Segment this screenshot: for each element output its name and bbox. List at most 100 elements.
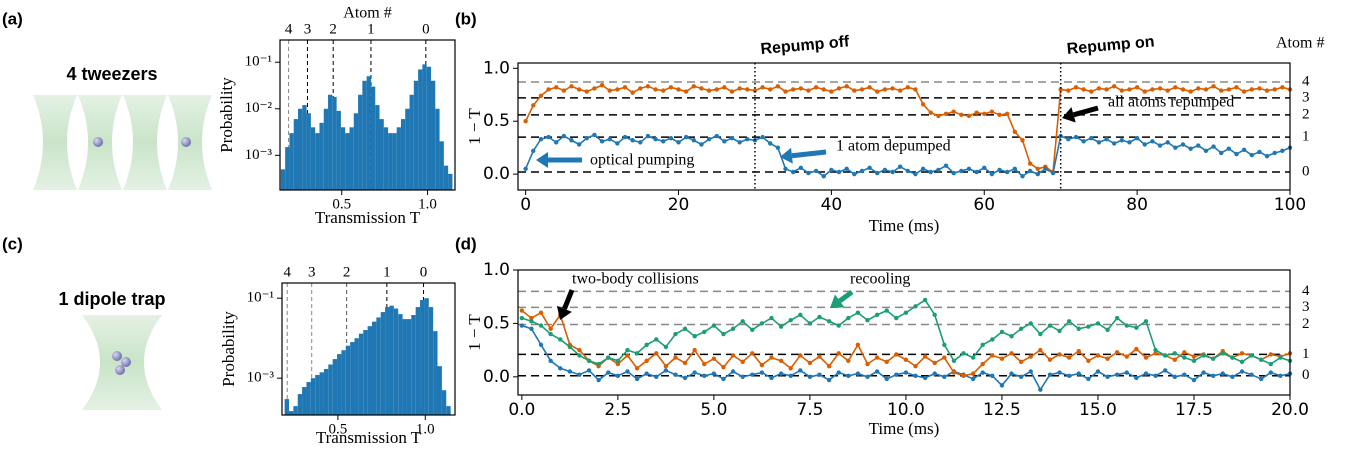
bar xyxy=(405,108,410,190)
data-point xyxy=(1066,355,1072,360)
data-point xyxy=(1066,88,1071,93)
data-point xyxy=(706,137,712,142)
data-point xyxy=(702,361,707,367)
data-point xyxy=(523,119,528,124)
data-point xyxy=(1191,354,1197,359)
data-point xyxy=(1182,350,1187,355)
data-point xyxy=(1153,351,1158,356)
data-point xyxy=(913,304,918,309)
data-point xyxy=(630,138,635,143)
data-point xyxy=(1066,137,1071,142)
data-point xyxy=(989,171,995,177)
data-point xyxy=(634,376,640,382)
data-point xyxy=(890,86,895,91)
y-tick-label: 10⁻¹ xyxy=(245,54,272,70)
data-point xyxy=(836,86,842,91)
bar xyxy=(293,119,299,190)
data-point xyxy=(661,88,666,93)
bar xyxy=(370,86,376,190)
data-point xyxy=(1211,84,1216,89)
bar xyxy=(319,122,324,190)
data-point xyxy=(673,372,678,377)
data-point xyxy=(1018,374,1024,380)
data-point xyxy=(865,374,870,380)
data-point xyxy=(576,87,582,92)
data-point xyxy=(846,315,851,321)
data-point xyxy=(586,368,592,373)
data-point xyxy=(759,321,765,326)
data-point xyxy=(798,86,804,91)
data-point xyxy=(663,344,669,350)
x2-tick-label: 4 xyxy=(285,21,293,37)
data-point xyxy=(874,369,880,374)
data-point xyxy=(1157,86,1163,91)
data-point xyxy=(752,88,758,93)
bar xyxy=(406,319,412,415)
bar xyxy=(293,406,298,415)
data-point xyxy=(1182,372,1187,377)
data-point xyxy=(1241,147,1247,152)
data-point xyxy=(615,358,621,364)
data-point xyxy=(1268,361,1273,367)
data-point xyxy=(644,358,649,364)
data-point xyxy=(1272,150,1277,156)
y2-tick-label: 2 xyxy=(1302,316,1310,332)
data-point xyxy=(1134,375,1139,381)
bar xyxy=(315,133,320,190)
bar xyxy=(430,80,436,190)
data-point xyxy=(1234,85,1239,90)
data-point xyxy=(1028,369,1033,374)
data-point xyxy=(798,353,803,358)
panel-label: (d) xyxy=(455,234,477,253)
data-point xyxy=(519,315,525,321)
data-point xyxy=(966,166,972,172)
bar xyxy=(310,378,316,415)
y-tick-label: 0.5 xyxy=(483,111,510,131)
data-point xyxy=(966,113,972,119)
data-point xyxy=(1150,139,1155,144)
bar xyxy=(285,147,290,190)
data-point xyxy=(1076,371,1081,376)
bar xyxy=(400,119,406,190)
data-point xyxy=(1143,371,1149,376)
bar xyxy=(315,375,320,415)
data-point xyxy=(932,371,937,376)
data-point xyxy=(737,86,742,91)
data-point xyxy=(740,359,745,365)
data-point xyxy=(730,369,736,374)
data-point xyxy=(859,168,865,174)
data-point xyxy=(668,85,674,90)
data-point xyxy=(778,371,784,376)
data-point xyxy=(1105,327,1110,333)
data-point xyxy=(1058,87,1063,92)
data-point xyxy=(596,377,601,383)
bar xyxy=(415,307,421,415)
data-point xyxy=(745,87,750,92)
data-point xyxy=(890,169,895,175)
data-point xyxy=(1239,359,1245,365)
data-point xyxy=(1028,321,1033,326)
data-point xyxy=(920,166,926,172)
y-tick-label: 10⁻³ xyxy=(245,147,273,163)
data-point xyxy=(606,355,611,360)
data-point xyxy=(788,366,793,371)
y-axis-label: Probability xyxy=(217,77,236,153)
data-point xyxy=(1095,353,1101,358)
data-point xyxy=(1105,356,1110,361)
data-point xyxy=(798,368,803,373)
data-point xyxy=(790,169,796,175)
data-point xyxy=(913,171,918,177)
data-point xyxy=(548,331,553,337)
data-point xyxy=(884,308,889,313)
data-point xyxy=(599,83,605,88)
data-point xyxy=(897,164,903,169)
data-point xyxy=(903,370,909,375)
data-point xyxy=(813,85,819,90)
y2-tick-label: 2 xyxy=(1302,106,1310,122)
data-point xyxy=(1057,370,1062,375)
data-point xyxy=(943,111,949,117)
bar xyxy=(341,350,346,415)
data-point xyxy=(836,351,841,356)
x-tick-label: 20 xyxy=(668,195,690,215)
data-point xyxy=(1127,140,1132,145)
